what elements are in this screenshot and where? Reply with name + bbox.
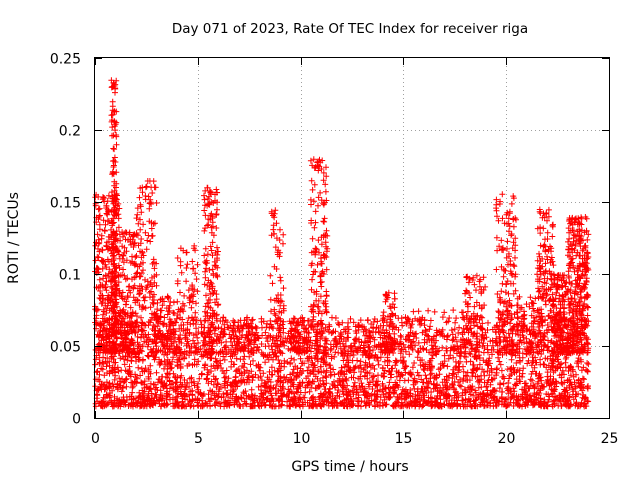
y-tick-label: 0.05 bbox=[50, 340, 81, 356]
tick-labels-layer: 0 5 10 15 20 25 0 0.05 0.1 0.15 0.2 0.25 bbox=[50, 52, 619, 448]
x-tick-label: 0 bbox=[91, 431, 100, 447]
x-axis-label: GPS time / hours bbox=[291, 459, 408, 475]
plot-frame bbox=[94, 57, 610, 419]
data-point-markers bbox=[92, 77, 592, 410]
x-tick-label: 15 bbox=[395, 431, 413, 447]
data-points-layer bbox=[92, 77, 592, 410]
y-tick-label: 0.2 bbox=[59, 124, 81, 140]
chart-title: Day 071 of 2023, Rate Of TEC Index for r… bbox=[172, 21, 528, 37]
x-tick-label: 10 bbox=[293, 431, 311, 447]
x-tick-label: 20 bbox=[498, 431, 516, 447]
y-tick-label: 0.15 bbox=[50, 196, 81, 212]
y-axis-label: ROTI / TECUs bbox=[6, 192, 22, 284]
x-tick-label: 5 bbox=[194, 431, 203, 447]
y-tick-label: 0.25 bbox=[50, 52, 81, 68]
x-tick-label: 25 bbox=[601, 431, 619, 447]
y-tick-label: 0.1 bbox=[59, 268, 81, 284]
y-tick-label: 0 bbox=[72, 412, 81, 428]
ticks-layer bbox=[95, 58, 610, 419]
